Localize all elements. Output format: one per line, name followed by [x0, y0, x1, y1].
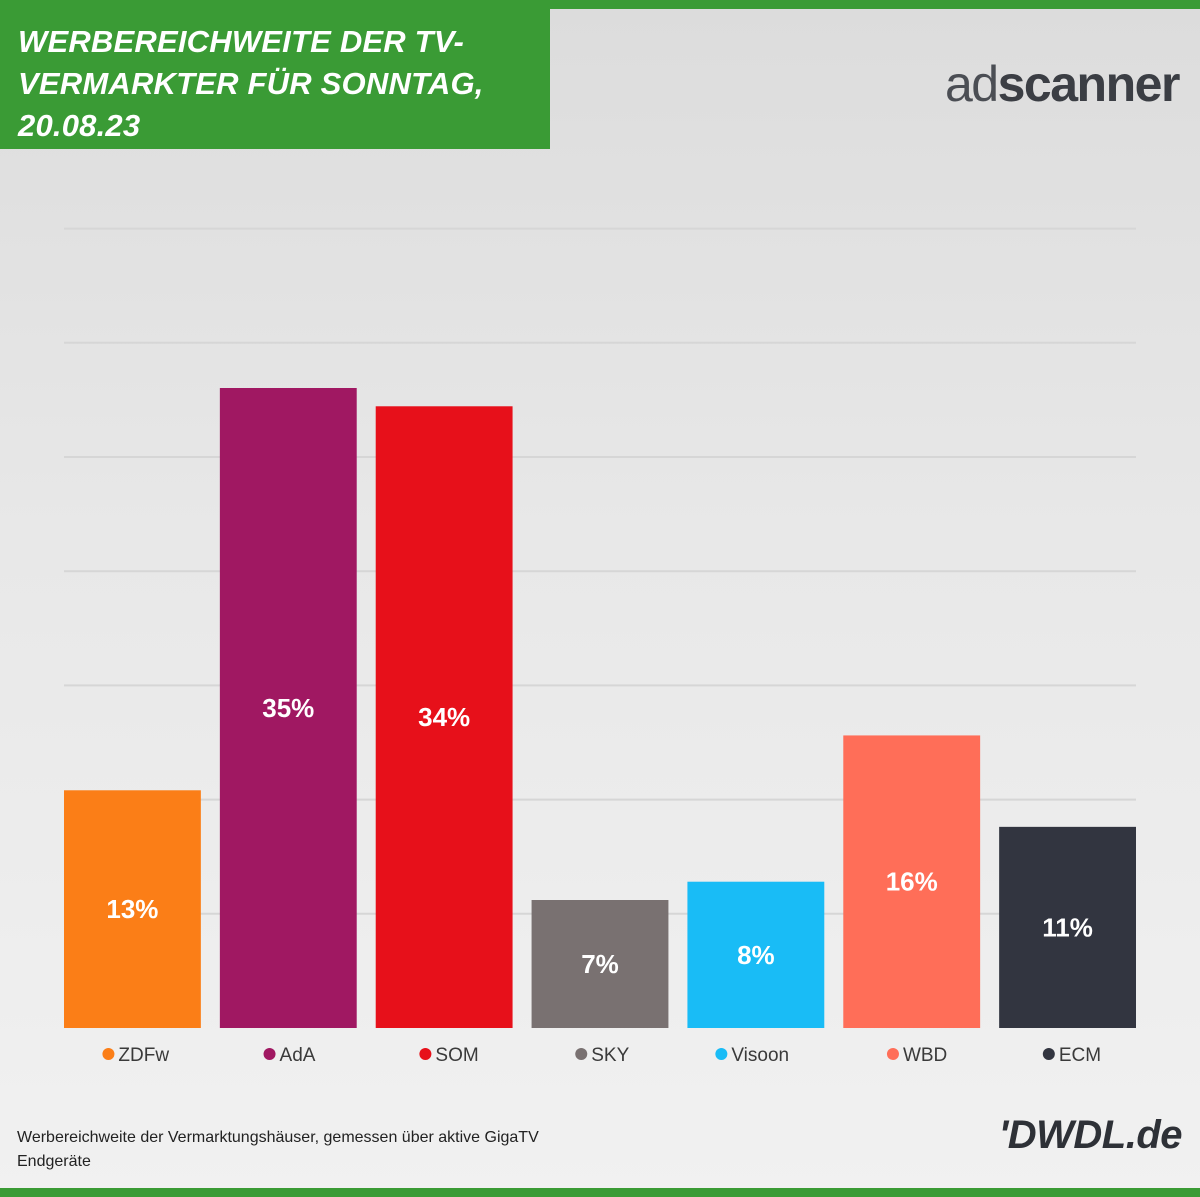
legend-label: WBD: [903, 1045, 947, 1066]
legend-label: SKY: [591, 1045, 629, 1066]
data-label: 7%: [581, 949, 619, 979]
legend-label: ECM: [1059, 1045, 1101, 1066]
data-label: 35%: [262, 693, 314, 723]
logo-suffix: scanner: [997, 56, 1181, 112]
data-label: 34%: [418, 702, 470, 732]
top-stripe: [0, 0, 1200, 9]
bar-sky: [531, 900, 669, 1028]
chart-title: WERBEREICHWEITE DER TV-VERMARKTER FÜR SO…: [18, 24, 484, 143]
legend-label: AdA: [280, 1045, 316, 1066]
legend-label: Visoon: [731, 1045, 789, 1066]
bar-ada: [219, 388, 357, 1028]
data-label: 13%: [106, 894, 158, 924]
bar-som: [375, 406, 513, 1028]
legend-marker: [102, 1048, 115, 1060]
legend-marker: [715, 1048, 728, 1060]
bar-visoon: [687, 881, 825, 1028]
logo-prefix: ad: [945, 56, 999, 112]
legend-label: SOM: [435, 1045, 478, 1066]
data-label: 16%: [886, 867, 938, 897]
bar-zdfw: [64, 790, 201, 1028]
bar-ecm: [999, 826, 1136, 1028]
bar-wbd: [843, 735, 981, 1028]
legend-marker: [263, 1048, 276, 1060]
legend-marker: [886, 1048, 899, 1060]
legend-label: ZDFw: [118, 1045, 169, 1066]
footnote: Werbereichweite der Vermarktungshäuser, …: [17, 1129, 539, 1170]
legend-marker: [1042, 1048, 1055, 1060]
data-label: 11%: [1042, 912, 1093, 942]
bottom-stripe: [0, 1188, 1200, 1197]
legend-marker: [419, 1048, 432, 1060]
legend-marker: [575, 1048, 588, 1060]
dwdl-logo: 'DWDL.de: [998, 1113, 1183, 1157]
data-label: 8%: [737, 940, 775, 970]
title-banner: WERBEREICHWEITE DER TV-VERMARKTER FÜR SO…: [0, 9, 550, 149]
adscanner-logo: adscanner: [945, 56, 1181, 112]
